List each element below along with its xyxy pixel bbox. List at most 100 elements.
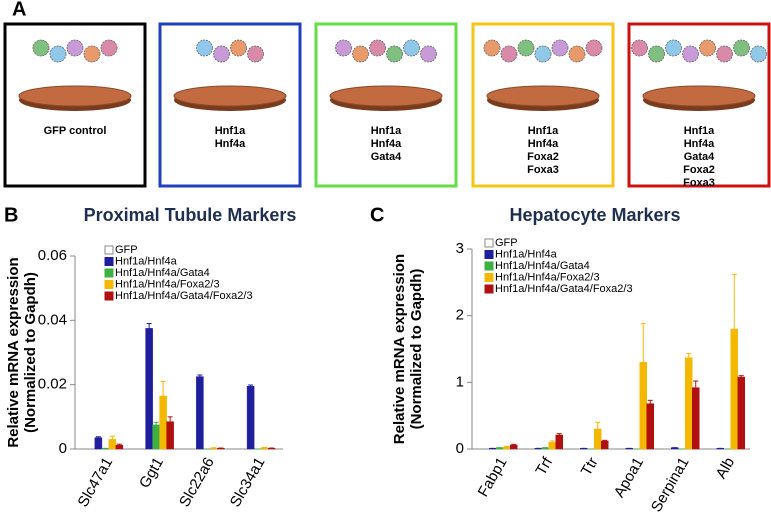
cell xyxy=(213,45,230,63)
bar xyxy=(503,446,511,450)
bar xyxy=(692,387,700,450)
condition-label: Hnf1a xyxy=(684,125,715,137)
x-tick-label: Slc47a1 xyxy=(74,454,116,509)
legend-swatch xyxy=(484,261,494,271)
bar xyxy=(737,376,745,450)
cell xyxy=(733,39,750,57)
bar xyxy=(166,421,174,450)
bar xyxy=(159,395,167,450)
cell xyxy=(483,39,501,57)
bar xyxy=(152,424,160,450)
condition-box xyxy=(471,22,615,188)
bar xyxy=(94,437,103,450)
y-tick-label: 0.02 xyxy=(38,376,67,393)
cell xyxy=(420,45,437,63)
cell xyxy=(66,39,84,57)
y-axis-label: Relative mRNA expression xyxy=(391,254,408,444)
x-tick-label: Ttr xyxy=(578,454,602,478)
cell xyxy=(665,39,682,57)
x-tick-label: Serpina1 xyxy=(648,454,693,515)
y-tick-label: 3 xyxy=(456,240,464,257)
x-tick-label: Slc22a6 xyxy=(176,454,218,509)
cell xyxy=(83,45,101,63)
legend-swatch xyxy=(484,273,494,282)
cell xyxy=(716,45,733,63)
y-axis-label: (Normalized to Gapdh) xyxy=(408,269,425,430)
cell xyxy=(699,39,716,57)
cell xyxy=(32,39,50,57)
y-tick-label: 0.04 xyxy=(38,311,67,328)
dish xyxy=(486,85,600,107)
condition-label: Hnf4a xyxy=(528,138,559,150)
chart-title: Hepatocyte Markers xyxy=(509,205,680,225)
condition-label: Hnf1a xyxy=(215,125,246,137)
condition-label: Gata4 xyxy=(371,151,402,163)
cell xyxy=(534,45,552,63)
y-tick-label: 0.06 xyxy=(38,247,67,264)
cell xyxy=(369,39,386,57)
legend-swatch xyxy=(104,245,114,255)
legend-label: Hnf1a/Hnf4a xyxy=(115,255,178,267)
x-tick-label: Slc34a1 xyxy=(227,454,269,509)
bar xyxy=(685,357,693,450)
condition-box xyxy=(3,22,147,188)
condition-label: Foxa3 xyxy=(527,164,559,176)
cell xyxy=(352,45,369,63)
cell xyxy=(230,39,247,57)
condition-label: Hnf4a xyxy=(684,138,715,150)
cell xyxy=(648,45,665,63)
dish xyxy=(642,85,756,107)
cell xyxy=(750,45,767,63)
legend-swatch xyxy=(484,284,494,294)
cell xyxy=(631,39,648,57)
cell xyxy=(196,39,213,57)
y-tick-label: 2 xyxy=(456,307,464,324)
condition-box xyxy=(158,22,302,188)
legend-swatch xyxy=(104,257,114,266)
bar xyxy=(601,440,609,450)
condition-label: Hnf4a xyxy=(371,138,402,150)
cell xyxy=(49,45,67,63)
dish xyxy=(18,85,132,107)
condition-box xyxy=(314,22,458,188)
cell xyxy=(585,39,603,57)
panel-label: C xyxy=(370,204,384,226)
condition-label: Hnf1a xyxy=(528,125,559,137)
dish xyxy=(173,85,287,107)
legend-swatch xyxy=(104,280,114,289)
legend-swatch xyxy=(104,291,114,301)
panel-label: A xyxy=(12,0,26,20)
bar xyxy=(246,386,255,450)
cell xyxy=(551,39,569,57)
bar xyxy=(730,328,738,450)
y-tick-label: 0 xyxy=(59,440,67,457)
cell xyxy=(100,39,118,57)
y-tick-label: 0 xyxy=(456,440,464,457)
bar xyxy=(196,376,204,450)
bar xyxy=(145,328,153,450)
legend-label: Hnf1a/Hnf4a xyxy=(495,248,558,260)
legend-label: Hnf1a/Hnf4a/Gata4/Foxa2/3 xyxy=(115,290,253,302)
x-tick-label: Fabp1 xyxy=(475,454,511,499)
bar xyxy=(260,447,269,450)
condition-label: Foxa2 xyxy=(683,164,715,176)
dish xyxy=(329,85,443,107)
bar xyxy=(555,434,563,450)
bar xyxy=(548,442,556,450)
legend-swatch xyxy=(484,238,494,248)
cell xyxy=(403,39,420,57)
cell xyxy=(247,45,264,63)
panel-label: B xyxy=(4,204,18,226)
cell xyxy=(500,45,518,63)
bar xyxy=(594,428,602,450)
cell xyxy=(568,45,586,63)
cell xyxy=(517,39,535,57)
cell xyxy=(682,45,699,63)
cell xyxy=(386,45,403,63)
condition-label: Foxa3 xyxy=(683,177,715,189)
legend-label: Hnf1a/Hnf4a/Gata4 xyxy=(115,267,210,279)
legend-label: Hnf1a/Hnf4a/Gata4/Foxa2/3 xyxy=(495,283,633,295)
bar xyxy=(510,444,518,450)
legend-swatch xyxy=(104,268,114,278)
